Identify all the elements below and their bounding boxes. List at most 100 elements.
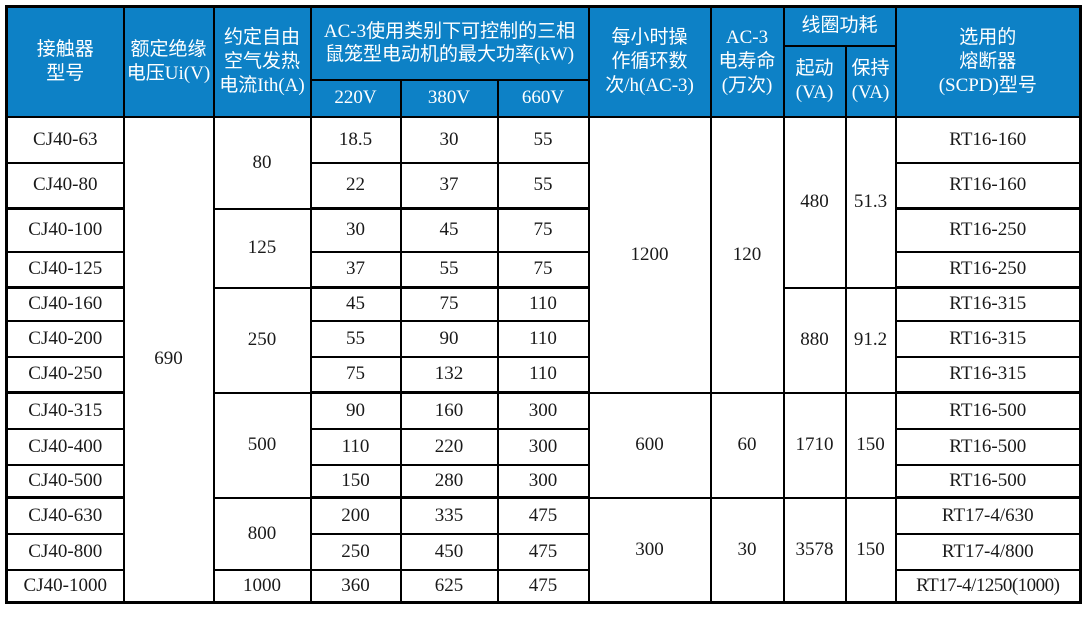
cell-power-380: 90 (399, 319, 499, 358)
cell-cycles: 600 (587, 391, 712, 499)
cell-fuse: RT16-250 (894, 207, 1082, 253)
cell-fuse: RT16-500 (894, 463, 1082, 499)
header-contactor-model: 接触器 型号 (5, 5, 125, 118)
cell-power-380: 75 (399, 286, 499, 322)
cell-power-380: 37 (399, 161, 499, 210)
cell-power-380: 335 (399, 496, 499, 535)
cell-fuse: RT17-4/800 (894, 532, 1082, 571)
cell-fuse: RT16-500 (894, 427, 1082, 466)
header-220v: 220V (309, 78, 402, 118)
cell-power-380: 132 (399, 355, 499, 394)
table-row: CJ40-80 22 37 55 RT16-160 (5, 161, 1082, 210)
cell-power-660: 475 (496, 568, 590, 604)
cell-life: 60 (709, 391, 785, 499)
cell-model: CJ40-315 (5, 391, 125, 430)
cell-power-660: 110 (496, 355, 590, 394)
table-row: CJ40-100 125 30 45 75 RT16-250 (5, 207, 1082, 289)
cell-power-220: 360 (309, 568, 402, 604)
table-row: CJ40-125 37 55 75 RT16-250 (5, 250, 1082, 289)
cell-model: CJ40-160 (5, 286, 125, 322)
cell-power-220: 250 (309, 532, 402, 571)
cell-life: 30 (709, 496, 785, 604)
cell-fuse: RT17-4/630 (894, 496, 1082, 535)
cell-model: CJ40-200 (5, 319, 125, 358)
header-operating-cycles: 每小时操 作循环数 次/h(AC-3) (587, 5, 712, 118)
cell-model: CJ40-100 (5, 207, 125, 253)
contactor-spec-table: 接触器 型号 额定绝缘 电压Ui(V) 约定自由 空气发热 电流Ith(A) A… (5, 5, 1083, 604)
cell-power-220: 45 (309, 286, 402, 322)
cell-power-380: 45 (399, 207, 499, 253)
cell-power-220: 75 (309, 355, 402, 394)
table-row: CJ40-63 690 80 18.5 30 55 1200 120 480 5… (5, 115, 1082, 604)
cell-cycles: 1200 (587, 115, 712, 394)
cell-power-220: 37 (309, 250, 402, 289)
cell-power-380: 30 (399, 115, 499, 164)
cell-model: CJ40-800 (5, 532, 125, 571)
cell-power-660: 300 (496, 391, 590, 430)
cell-power-660: 75 (496, 207, 590, 253)
cell-power-660: 55 (496, 161, 590, 210)
cell-model: CJ40-250 (5, 355, 125, 394)
cell-power-660: 300 (496, 463, 590, 499)
cell-power-660: 75 (496, 250, 590, 289)
cell-power-380: 625 (399, 568, 499, 604)
cell-ith: 800 (212, 496, 312, 571)
cell-power-220: 18.5 (309, 115, 402, 164)
cell-model: CJ40-1000 (5, 568, 125, 604)
table-row: CJ40-400 110 220 300 RT16-500 (5, 427, 1082, 466)
table-row: CJ40-1000 1000 360 625 475 RT17-4/1250(1… (5, 568, 1082, 604)
cell-power-220: 30 (309, 207, 402, 253)
cell-coil-hold: 51.3 (844, 115, 897, 289)
table-row: CJ40-200 55 90 110 RT16-315 (5, 319, 1082, 358)
cell-model: CJ40-125 (5, 250, 125, 289)
header-electrical-life: AC-3 电寿命 (万次) (709, 5, 785, 118)
cell-ith: 80 (212, 115, 312, 210)
cell-fuse: RT16-315 (894, 286, 1082, 322)
cell-fuse: RT17-4/1250(1000) (894, 568, 1082, 604)
cell-coil-hold: 150 (844, 391, 897, 499)
table-row: CJ40-630 800 200 335 475 300 30 3578 150… (5, 496, 1082, 604)
cell-fuse: RT16-315 (894, 355, 1082, 394)
cell-power-660: 300 (496, 427, 590, 466)
cell-model: CJ40-400 (5, 427, 125, 466)
cell-fuse: RT16-160 (894, 115, 1082, 164)
table-row: CJ40-250 75 132 110 RT16-315 (5, 355, 1082, 394)
table-row: CJ40-800 250 450 475 RT17-4/800 (5, 532, 1082, 571)
cell-fuse: RT16-160 (894, 161, 1082, 210)
cell-power-220: 90 (309, 391, 402, 430)
cell-coil-hold: 150 (844, 496, 897, 604)
cell-power-380: 55 (399, 250, 499, 289)
cell-ith: 500 (212, 391, 312, 499)
cell-coil-start: 1710 (782, 391, 847, 499)
cell-power-380: 220 (399, 427, 499, 466)
cell-power-220: 22 (309, 161, 402, 210)
header-max-power-group: AC-3使用类别下可控制的三相 鼠笼型电动机的最大功率(kW) (309, 5, 590, 81)
table-row: CJ40-160 250 45 75 110 880 91.2 RT16-315 (5, 286, 1082, 394)
cell-model: CJ40-630 (5, 496, 125, 535)
cell-fuse: RT16-250 (894, 250, 1082, 289)
cell-coil-start: 3578 (782, 496, 847, 604)
cell-coil-start: 880 (782, 286, 847, 394)
cell-model: CJ40-63 (5, 115, 125, 164)
cell-ith: 250 (212, 286, 312, 394)
cell-model: CJ40-80 (5, 161, 125, 210)
cell-cycles: 300 (587, 496, 712, 604)
cell-life: 120 (709, 115, 785, 394)
cell-power-380: 280 (399, 463, 499, 499)
cell-power-220: 110 (309, 427, 402, 466)
table-row: CJ40-500 150 280 300 RT16-500 (5, 463, 1082, 499)
cell-power-380: 160 (399, 391, 499, 430)
cell-fuse: RT16-315 (894, 319, 1082, 358)
cell-model: CJ40-500 (5, 463, 125, 499)
header-coil-start: 起动 (VA) (782, 44, 847, 118)
cell-power-660: 475 (496, 532, 590, 571)
cell-power-660: 110 (496, 319, 590, 358)
cell-coil-start: 480 (782, 115, 847, 289)
cell-ith: 125 (212, 207, 312, 289)
cell-coil-hold: 91.2 (844, 286, 897, 394)
header-coil-power-group: 线圈功耗 (782, 5, 897, 47)
cell-power-220: 200 (309, 496, 402, 535)
header-fuse-type: 选用的 熔断器 (SCPD)型号 (894, 5, 1082, 118)
cell-power-220: 55 (309, 319, 402, 358)
